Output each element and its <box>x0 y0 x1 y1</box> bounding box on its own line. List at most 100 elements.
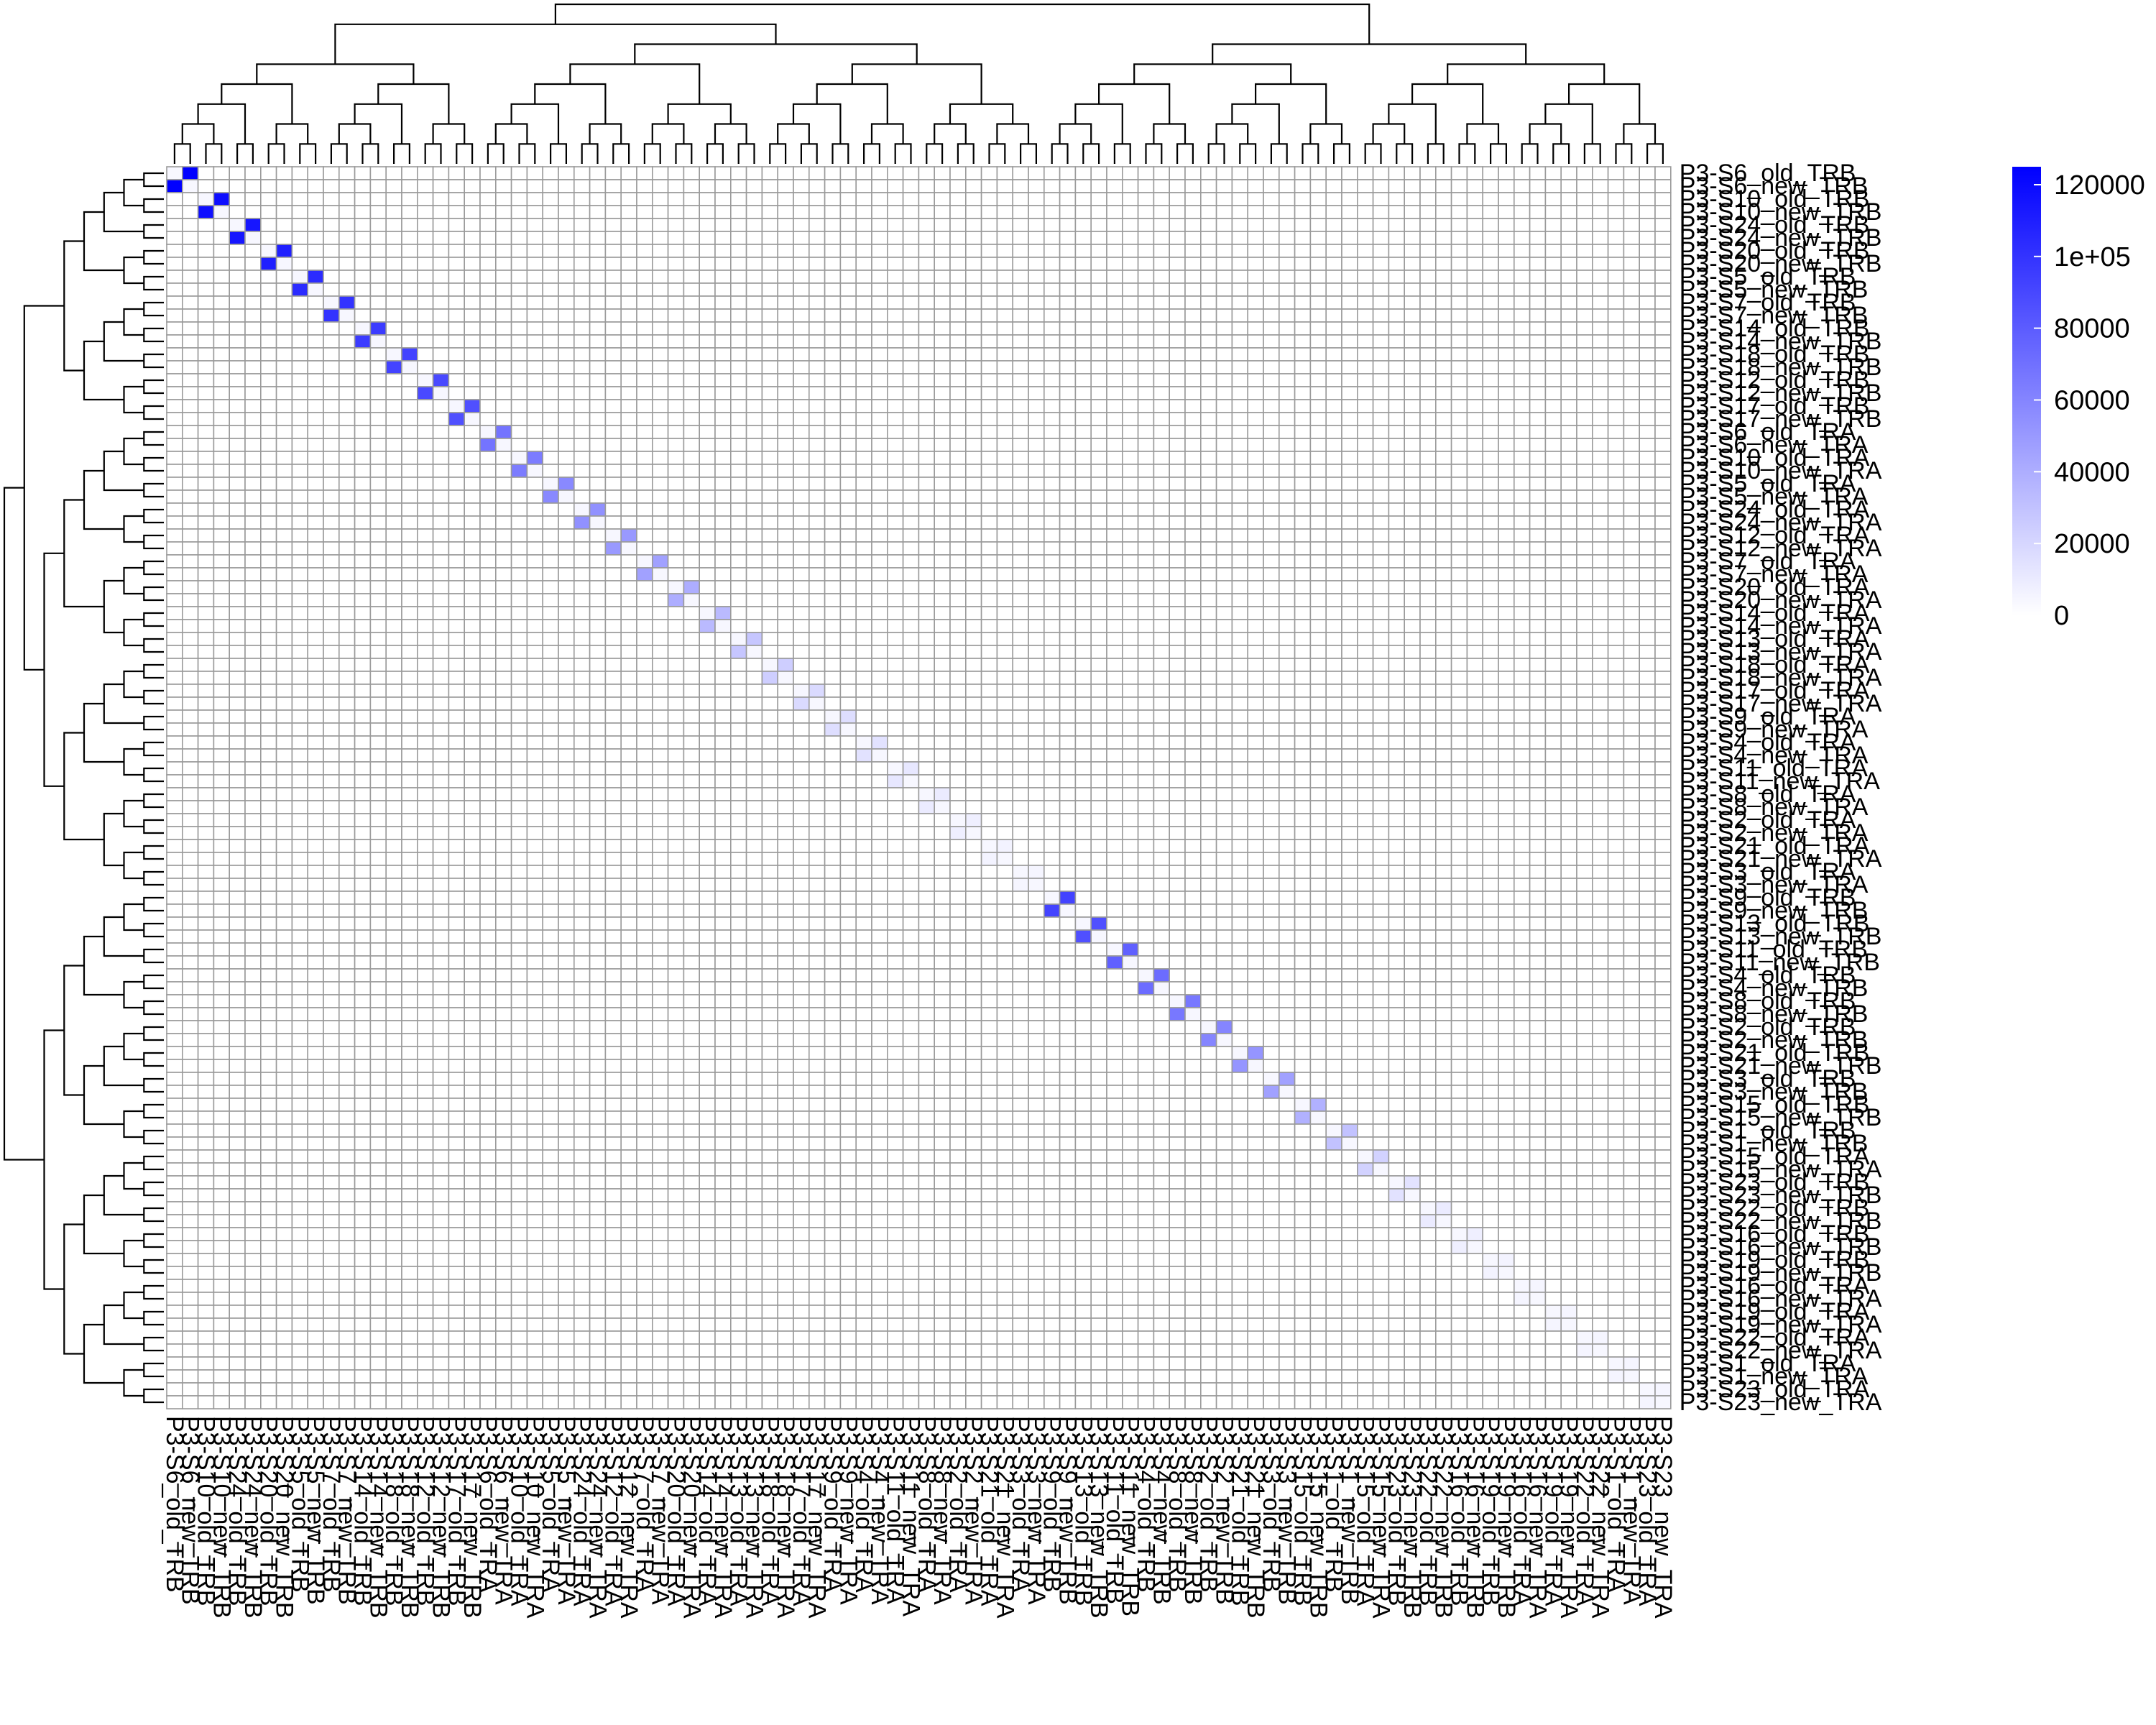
heatmap-cell <box>401 567 418 581</box>
heatmap-cell <box>1028 257 1045 271</box>
heatmap-cell <box>275 722 293 737</box>
heatmap-cell <box>1466 515 1484 530</box>
heatmap-cell <box>1137 722 1155 737</box>
heatmap-cell <box>432 684 450 698</box>
heatmap-cell <box>307 477 324 491</box>
heatmap-cell <box>259 205 277 219</box>
heatmap-cell <box>1215 270 1233 284</box>
heatmap-cell <box>573 308 591 323</box>
heatmap-cell <box>1404 567 1421 581</box>
heatmap-cell <box>1044 373 1061 387</box>
heatmap-cell <box>510 632 528 646</box>
heatmap-cell <box>824 218 842 232</box>
heatmap-cell <box>1294 813 1312 827</box>
heatmap-cell <box>526 606 544 620</box>
heatmap-cell <box>448 334 466 349</box>
heatmap-cell <box>589 541 607 556</box>
heatmap-cell <box>1231 554 1249 569</box>
heatmap-cell <box>636 244 653 258</box>
heatmap-cell <box>1012 308 1029 323</box>
heatmap-cell <box>949 787 967 801</box>
heatmap-cell <box>1200 645 1217 659</box>
heatmap-cell <box>1404 696 1421 711</box>
heatmap-cell <box>1279 502 1296 517</box>
heatmap-cell <box>1106 295 1123 310</box>
heatmap-cell <box>1529 373 1547 387</box>
heatmap-cell <box>1544 735 1562 750</box>
heatmap-cell <box>1357 360 1374 374</box>
heatmap-cell <box>1106 244 1123 258</box>
heatmap-cell <box>494 580 512 594</box>
heatmap-cell <box>510 166 528 180</box>
heatmap-cell <box>980 451 998 465</box>
heatmap-cell <box>636 709 653 724</box>
heatmap-cell <box>729 684 747 698</box>
heatmap-cell <box>494 619 512 633</box>
heatmap-cell <box>323 192 340 206</box>
heatmap-cell <box>464 722 481 737</box>
heatmap-cell <box>432 334 450 349</box>
heatmap-cell <box>1294 489 1312 504</box>
heatmap-cell <box>636 373 653 387</box>
heatmap-cell <box>1654 386 1672 400</box>
heatmap-cell <box>510 179 528 193</box>
heatmap-cell <box>918 684 936 698</box>
heatmap-cell <box>1122 218 1139 232</box>
heatmap-cell <box>667 489 685 504</box>
heatmap-cell <box>1466 412 1484 426</box>
heatmap-cell <box>761 360 779 374</box>
heatmap-cell <box>996 645 1014 659</box>
heatmap-cell <box>1623 451 1640 465</box>
heatmap-cell <box>761 787 779 801</box>
heatmap-cell <box>1544 567 1562 581</box>
heatmap-cell <box>1482 696 1499 711</box>
heatmap-cell <box>1482 619 1499 633</box>
heatmap-cell <box>918 412 936 426</box>
heatmap-cell <box>1184 257 1202 271</box>
heatmap-cell <box>1044 257 1061 271</box>
heatmap-cell <box>1122 787 1139 801</box>
heatmap-cell <box>291 541 308 556</box>
heatmap-cell <box>197 308 215 323</box>
heatmap-cell <box>573 451 591 465</box>
heatmap-cell <box>1623 658 1640 672</box>
heatmap-cell <box>573 386 591 400</box>
heatmap-cell <box>1482 593 1499 607</box>
heatmap-cell <box>464 593 481 607</box>
heatmap-cell <box>1482 244 1499 258</box>
heatmap-cell <box>432 826 450 840</box>
heatmap-cell <box>448 658 466 672</box>
heatmap-cell <box>1514 515 1531 530</box>
heatmap-cell <box>338 761 356 776</box>
heatmap-cell <box>323 412 340 426</box>
heatmap-cell <box>1294 179 1312 193</box>
heatmap-cell <box>761 567 779 581</box>
heatmap-cell <box>902 619 920 633</box>
heatmap-cell <box>1294 541 1312 556</box>
heatmap-cell <box>1106 386 1123 400</box>
heatmap-cell <box>1544 489 1562 504</box>
heatmap-cell <box>323 826 340 840</box>
heatmap-cell <box>808 567 826 581</box>
heatmap-cell <box>1279 425 1296 439</box>
heatmap-cell <box>1028 244 1045 258</box>
heatmap-cell <box>777 735 794 750</box>
heatmap-cell <box>416 813 434 827</box>
heatmap-cell <box>761 192 779 206</box>
heatmap-cell <box>1341 360 1358 374</box>
heatmap-cell <box>354 606 372 620</box>
heatmap-cell <box>1357 787 1374 801</box>
heatmap-cell <box>558 709 575 724</box>
heatmap-cell <box>385 813 402 827</box>
heatmap-cell <box>1623 231 1640 245</box>
heatmap-cell <box>1137 205 1155 219</box>
heatmap-cell <box>667 722 685 737</box>
heatmap-cell <box>479 619 497 633</box>
heatmap-cell <box>197 334 215 349</box>
heatmap-cell <box>573 696 591 711</box>
heatmap-cell <box>1388 166 1406 180</box>
heatmap-cell <box>1576 412 1593 426</box>
heatmap-cell <box>620 386 637 400</box>
heatmap-cell <box>871 515 888 530</box>
heatmap-cell <box>1215 386 1233 400</box>
